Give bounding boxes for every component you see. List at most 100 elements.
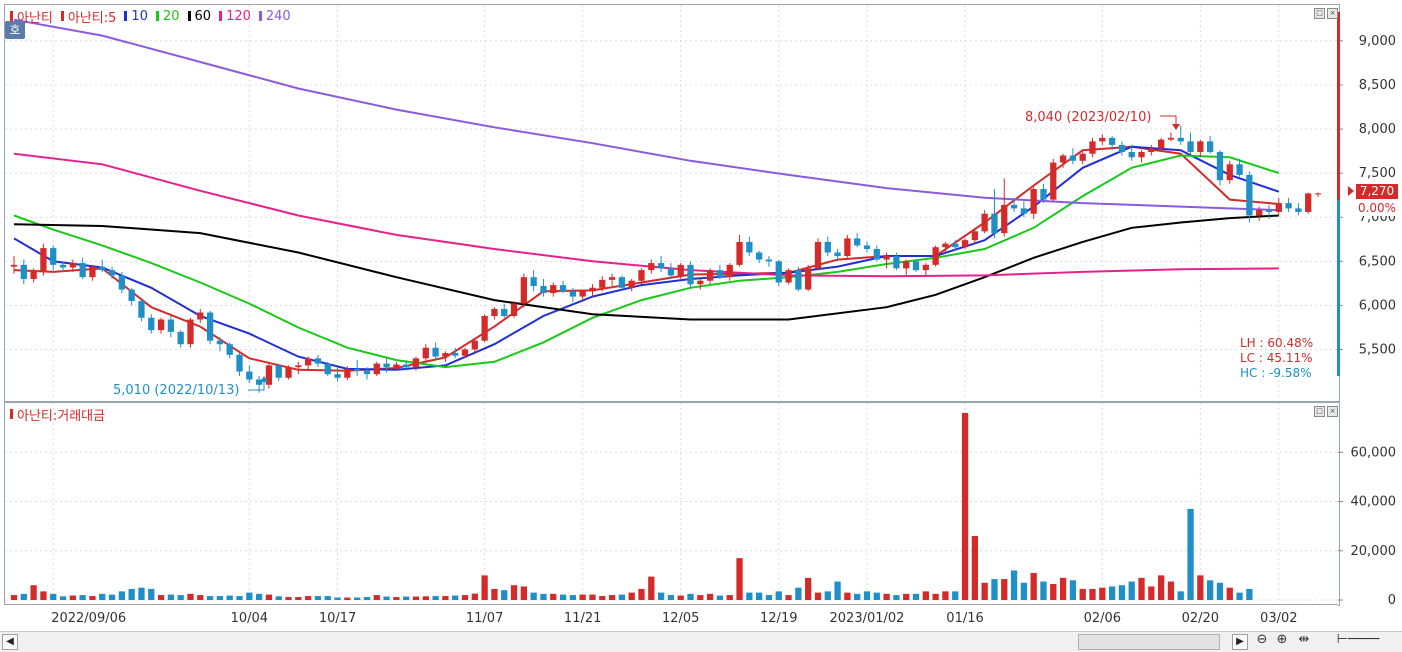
volume-bar-23[interactable] — [236, 596, 243, 600]
candle-41[interactable] — [412, 356, 420, 371]
volume-bar-95[interactable] — [942, 591, 949, 600]
volume-bar-6[interactable] — [69, 595, 76, 600]
candle-29[interactable] — [295, 361, 302, 375]
volume-bar-61[interactable] — [608, 595, 616, 600]
candle-131[interactable] — [1295, 203, 1302, 216]
candle-32[interactable] — [324, 361, 331, 376]
volume-bar-100[interactable] — [991, 579, 998, 600]
candle-133[interactable] — [1314, 192, 1322, 197]
candle-108[interactable] — [1069, 148, 1077, 165]
candle-79[interactable] — [785, 268, 792, 285]
candle-49[interactable] — [491, 307, 498, 320]
candle-111[interactable] — [1099, 134, 1106, 145]
candle-74[interactable] — [736, 234, 743, 267]
candle-113[interactable] — [1118, 141, 1126, 156]
volume-bar-73[interactable] — [726, 595, 733, 600]
volume-bar-33[interactable] — [334, 597, 341, 600]
volume-bar-77[interactable] — [765, 595, 773, 600]
volume-bar-66[interactable] — [657, 592, 665, 600]
volume-bar-21[interactable] — [216, 596, 224, 600]
candle-99[interactable] — [981, 210, 988, 234]
volume-bar-116[interactable] — [1148, 586, 1155, 600]
volume-bar-98[interactable] — [971, 536, 978, 600]
candle-80[interactable] — [795, 266, 802, 292]
volume-bar-64[interactable] — [638, 588, 645, 600]
candle-77[interactable] — [765, 256, 773, 267]
volume-bar-29[interactable] — [295, 597, 302, 600]
legend-label-ma60[interactable]: 60 — [194, 8, 212, 24]
candle-6[interactable] — [69, 259, 76, 272]
candle-78[interactable] — [775, 259, 782, 287]
candle-73[interactable] — [726, 263, 733, 281]
price-pane-close-icon[interactable]: × — [1327, 8, 1338, 19]
volume-bar-119[interactable] — [1177, 591, 1184, 600]
volume-bar-104[interactable] — [1030, 572, 1037, 600]
volume-bar-75[interactable] — [746, 592, 753, 600]
candle-59[interactable] — [589, 284, 596, 297]
volume-bar-60[interactable] — [599, 596, 606, 600]
volume-bar-79[interactable] — [785, 595, 792, 600]
zoom-slider-icon[interactable]: ⊢──── — [1336, 632, 1380, 647]
candle-120[interactable] — [1187, 132, 1194, 154]
candle-12[interactable] — [128, 287, 135, 306]
volume-bar-97[interactable] — [961, 412, 969, 600]
candle-8[interactable] — [89, 264, 96, 281]
candle-27[interactable] — [275, 363, 282, 382]
volume-bar-86[interactable] — [854, 593, 861, 600]
candle-114[interactable] — [1128, 144, 1135, 161]
volume-bar-121[interactable] — [1197, 575, 1204, 600]
candle-14[interactable] — [148, 314, 155, 334]
candle-50[interactable] — [501, 303, 508, 318]
volume-bar-92[interactable] — [912, 593, 920, 600]
volume-bar-69[interactable] — [687, 593, 694, 600]
volume-bar-22[interactable] — [226, 595, 233, 600]
candle-94[interactable] — [932, 245, 939, 267]
volume-bar-1[interactable] — [20, 593, 27, 600]
candle-92[interactable] — [912, 259, 920, 272]
volume-bar-35[interactable] — [354, 597, 361, 600]
volume-bar-72[interactable] — [716, 595, 724, 600]
candle-97[interactable] — [961, 238, 969, 249]
volume-bar-91[interactable] — [903, 593, 910, 600]
volume-bar-103[interactable] — [1020, 582, 1028, 600]
volume-bar-10[interactable] — [108, 594, 116, 600]
candle-7[interactable] — [79, 257, 86, 279]
candle-110[interactable] — [1089, 137, 1096, 158]
legend-label-ma20[interactable]: 20 — [162, 8, 180, 24]
candle-81[interactable] — [805, 264, 812, 292]
candle-37[interactable] — [373, 361, 380, 376]
volume-bar-88[interactable] — [873, 592, 880, 600]
bar-spacing-icon[interactable]: ⇹ — [1298, 632, 1310, 647]
volume-bar-99[interactable] — [981, 582, 988, 600]
candle-34[interactable] — [344, 366, 351, 381]
candle-117[interactable] — [1157, 137, 1165, 151]
volume-bar-40[interactable] — [403, 596, 410, 600]
candle-88[interactable] — [873, 245, 880, 262]
volume-bar-47[interactable] — [471, 593, 478, 600]
chart-scrollbar[interactable]: ◀ ▶ — [0, 631, 1402, 652]
candle-69[interactable] — [687, 261, 694, 288]
candle-107[interactable] — [1059, 153, 1067, 168]
candle-82[interactable] — [814, 238, 822, 271]
candle-89[interactable] — [883, 252, 890, 269]
candle-46[interactable] — [461, 347, 469, 359]
candle-103[interactable] — [1020, 201, 1028, 218]
volume-bar-63[interactable] — [628, 592, 635, 600]
candle-87[interactable] — [863, 241, 871, 253]
volume-bar-24[interactable] — [246, 592, 253, 600]
candle-45[interactable] — [452, 347, 459, 359]
candle-125[interactable] — [1236, 159, 1243, 177]
volume-bar-120[interactable] — [1187, 508, 1194, 600]
candle-85[interactable] — [844, 234, 851, 258]
volume-bar-42[interactable] — [422, 596, 429, 600]
candle-71[interactable] — [706, 268, 714, 285]
candle-23[interactable] — [236, 353, 243, 376]
candle-33[interactable] — [334, 367, 341, 382]
candle-56[interactable] — [559, 280, 567, 294]
price-pane-maximize-icon[interactable]: □ — [1314, 8, 1325, 19]
volume-bar-32[interactable] — [324, 596, 331, 600]
volume-bar-37[interactable] — [373, 595, 380, 600]
candle-47[interactable] — [471, 338, 478, 354]
candle-24[interactable] — [246, 365, 253, 384]
volume-bar-59[interactable] — [589, 594, 596, 600]
